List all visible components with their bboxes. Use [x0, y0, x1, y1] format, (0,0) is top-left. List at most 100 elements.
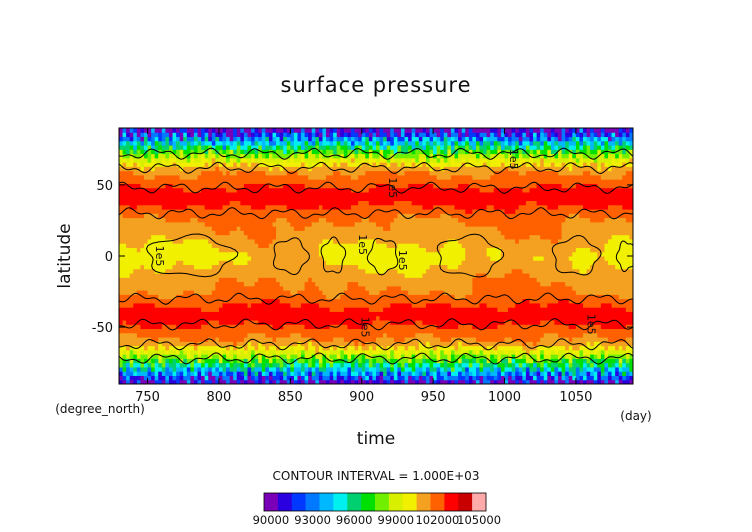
field-cell: [204, 179, 209, 184]
field-cell: [272, 273, 277, 278]
field-cell: [326, 174, 331, 180]
field-cell: [265, 204, 270, 210]
field-cell: [283, 136, 288, 142]
field-cell: [283, 187, 288, 193]
field-cell: [386, 243, 391, 248]
field-cell: [151, 149, 156, 155]
field-cell: [311, 166, 316, 172]
field-cell: [179, 196, 184, 202]
field-cell: [318, 311, 323, 317]
field-cell: [172, 268, 177, 274]
field-cell: [190, 311, 195, 317]
field-cell: [368, 179, 373, 184]
field-cell: [161, 234, 166, 240]
field-cell: [215, 264, 220, 270]
field-cell: [143, 179, 149, 184]
field-cell: [404, 157, 409, 163]
field-cell: [122, 349, 127, 355]
field-cell: [222, 285, 227, 291]
field-cell: [129, 285, 134, 291]
field-cell: [326, 371, 331, 376]
field-cell: [208, 371, 213, 376]
field-cell: [226, 192, 231, 197]
field-cell: [290, 375, 295, 381]
field-cell: [261, 238, 266, 244]
field-cell: [308, 354, 313, 359]
field-cell: [279, 166, 284, 172]
field-cell: [126, 196, 131, 202]
field-cell: [404, 226, 409, 231]
field-cell: [393, 302, 398, 308]
field-cell: [315, 256, 320, 261]
field-cell: [290, 256, 295, 261]
field-cell: [318, 166, 323, 172]
field-cell: [343, 209, 348, 214]
field-cell: [340, 379, 345, 384]
field-cell: [351, 354, 356, 359]
field-cell: [197, 153, 202, 159]
field-cell: [326, 166, 331, 172]
field-cell: [400, 285, 406, 291]
field-cell: [229, 366, 234, 372]
field-cell: [365, 213, 370, 219]
field-cell: [183, 149, 188, 155]
field-cell: [379, 337, 384, 342]
field-cell: [215, 157, 220, 163]
field-cell: [372, 187, 377, 193]
field-cell: [358, 349, 363, 355]
field-cell: [390, 247, 395, 253]
field-cell: [272, 366, 277, 372]
field-cell: [247, 349, 252, 355]
field-cell: [315, 179, 320, 184]
field-cell: [290, 209, 295, 214]
field-cell: [393, 277, 398, 283]
field-cell: [122, 311, 127, 317]
field-cell: [400, 234, 406, 240]
field-cell: [368, 204, 373, 210]
field-cell: [229, 179, 234, 184]
field-cell: [315, 366, 320, 372]
field-cell: [347, 136, 352, 142]
field-cell: [251, 277, 256, 283]
field-cell: [404, 332, 409, 338]
field-cell: [226, 362, 231, 368]
field-cell: [351, 273, 356, 278]
field-cell: [143, 140, 149, 146]
field-cell: [236, 324, 241, 330]
field-cell: [204, 204, 209, 210]
field-cell: [186, 174, 191, 180]
field-cell: [197, 170, 202, 176]
field-cell: [293, 277, 298, 283]
field-cell: [318, 170, 323, 176]
field-cell: [368, 234, 373, 240]
field-cell: [129, 264, 134, 270]
field-cell: [390, 358, 395, 364]
field-cell: [365, 264, 370, 270]
field-cell: [143, 307, 149, 312]
field-cell: [151, 349, 156, 355]
field-cell: [240, 153, 245, 159]
field-cell: [193, 375, 199, 381]
field-cell: [168, 311, 174, 317]
field-cell: [233, 234, 238, 240]
field-cell: [254, 183, 259, 189]
field-cell: [311, 247, 316, 253]
field-cell: [254, 162, 259, 167]
field-cell: [286, 277, 291, 283]
field-cell: [226, 221, 231, 227]
field-cell: [340, 170, 345, 176]
field-cell: [404, 366, 409, 372]
field-cell: [119, 273, 124, 278]
field-cell: [247, 157, 252, 163]
field-cell: [293, 170, 298, 176]
field-cell: [379, 196, 384, 202]
field-cell: [301, 260, 306, 266]
field-cell: [286, 162, 291, 167]
field-cell: [400, 170, 406, 176]
field-cell: [165, 234, 170, 240]
field-cell: [351, 294, 356, 300]
field-cell: [311, 221, 316, 227]
field-cell: [329, 162, 334, 167]
field-cell: [315, 149, 320, 155]
field-cell: [311, 170, 316, 176]
